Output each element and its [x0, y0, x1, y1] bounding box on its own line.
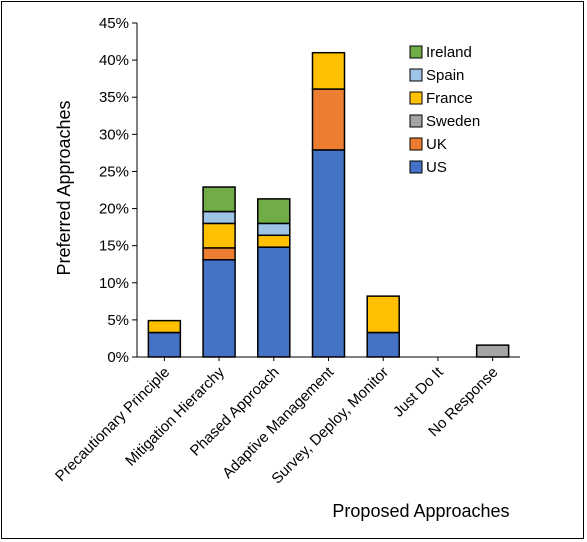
legend-swatch-spain: [409, 68, 423, 82]
legend-swatch-sweden: [409, 114, 423, 128]
bars: [147, 51, 510, 358]
legend-label-ireland: Ireland: [426, 44, 472, 61]
y-axis-ticks: 0% 5% 10% 15% 20% 25% 30% 35% 40% 45%: [99, 15, 137, 366]
y-tick-label: 30%: [99, 126, 129, 143]
y-tick-label: 5%: [107, 312, 129, 329]
bar-segment-us-2: [202, 259, 236, 358]
legend-label-spain: Spain: [426, 67, 464, 84]
y-tick-label: 25%: [99, 163, 129, 180]
bar-segment-france-3: [257, 234, 291, 248]
bar-segment-sweden-7: [475, 344, 510, 358]
bar-segment-spain-2: [202, 210, 236, 225]
legend-label-uk: UK: [426, 136, 447, 153]
y-tick-label: 15%: [99, 238, 129, 255]
x-category-label: Mitigation Hierarchy: [122, 363, 228, 469]
y-tick-label: 0%: [107, 349, 129, 366]
bar-segment-ireland-3: [257, 198, 291, 225]
y-tick-label: 45%: [99, 15, 129, 32]
bar-segment-france-2: [202, 222, 236, 249]
y-tick-label: 40%: [99, 52, 129, 69]
bar-segment-uk-4: [311, 88, 346, 151]
legend-swatch-uk: [409, 137, 423, 151]
legend-label-sweden: Sweden: [426, 113, 480, 130]
y-tick-label: 35%: [99, 89, 129, 106]
x-axis-title: Proposed Approaches: [332, 501, 509, 521]
legend-swatch-ireland: [409, 45, 423, 59]
y-axis-title: Preferred Approaches: [54, 100, 74, 275]
legend-label-france: France: [426, 90, 473, 107]
legend-swatch-us: [409, 160, 423, 174]
legend: Ireland Spain France Sweden UK US: [409, 44, 480, 176]
bar-segment-uk-2: [202, 247, 236, 261]
bar-segment-spain-3: [257, 222, 291, 237]
bar-segment-ireland-2: [202, 186, 236, 213]
legend-swatch-france: [409, 91, 423, 105]
bar-segment-us-4: [311, 149, 346, 358]
legend-label-us: US: [426, 159, 447, 176]
x-category-label: Just Do It: [390, 363, 447, 420]
y-tick-label: 20%: [99, 201, 129, 218]
bar-segment-us-5: [366, 331, 400, 358]
y-tick-label: 10%: [99, 275, 129, 292]
bar-segment-us-3: [257, 246, 291, 358]
bar-segment-us-1: [147, 331, 182, 358]
bar-segment-france-4: [311, 51, 346, 90]
bar-segment-france-1: [147, 319, 182, 334]
bar-segment-france-5: [366, 295, 400, 334]
